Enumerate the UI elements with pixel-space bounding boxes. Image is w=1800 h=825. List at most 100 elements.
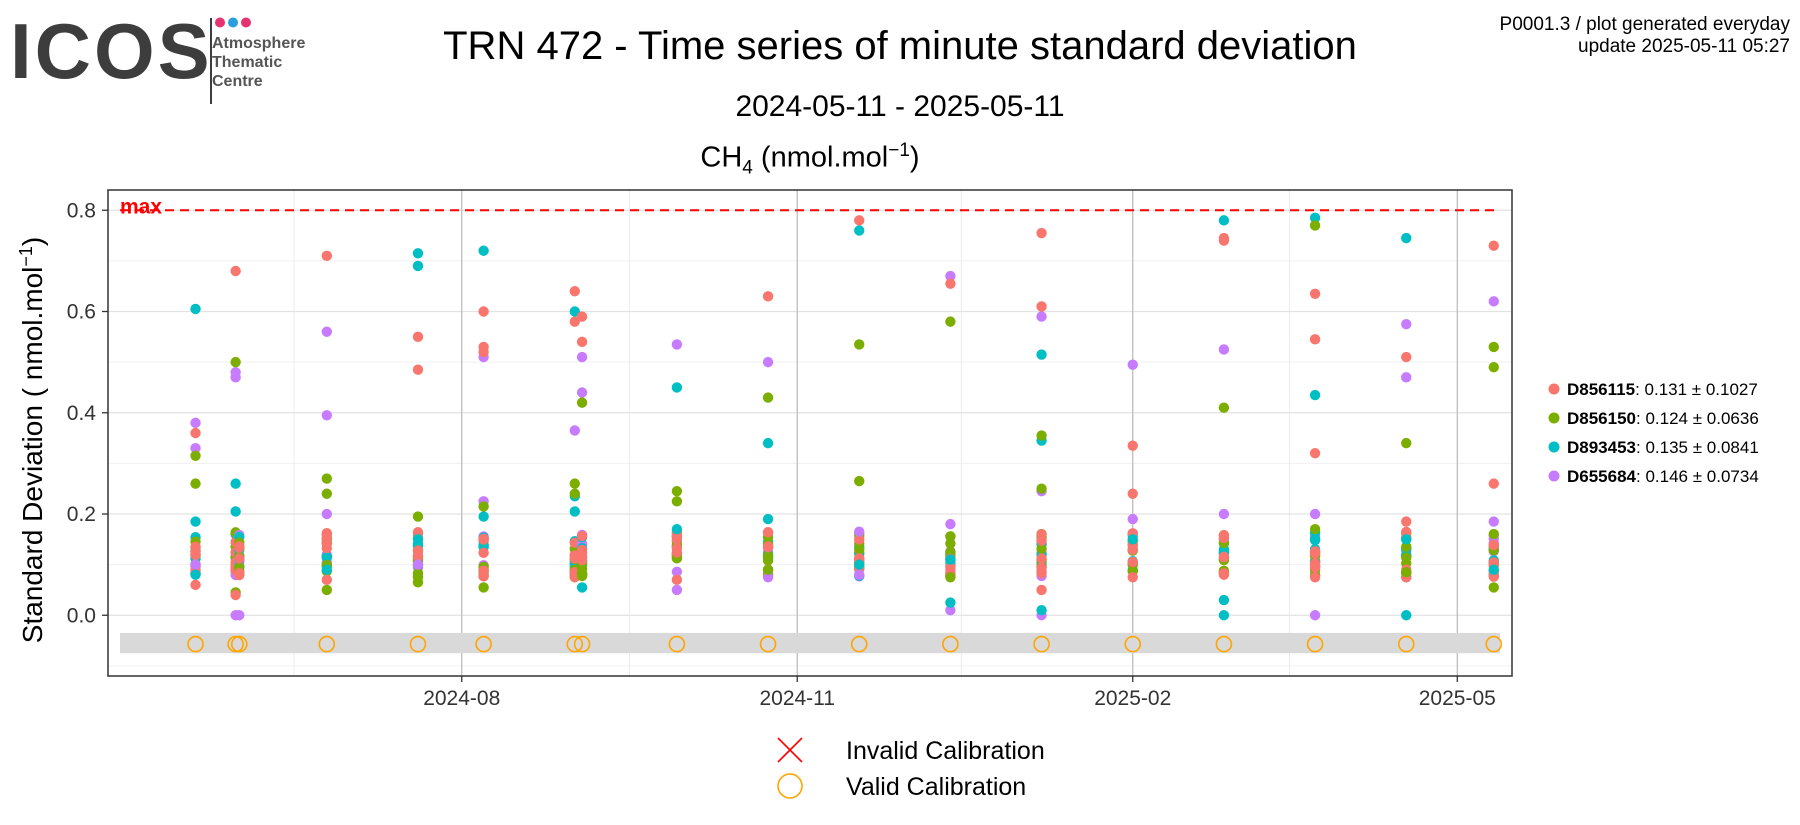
data-point: [1127, 488, 1138, 499]
data-point: [576, 387, 588, 398]
data-point: [321, 473, 333, 484]
data-point: [190, 442, 201, 454]
data-point: [1036, 535, 1047, 546]
data-point: [1036, 430, 1047, 441]
data-point: [945, 531, 956, 542]
valid-calibration-marker: [566, 635, 584, 653]
data-point: [671, 523, 683, 535]
x-tick-label: 2025-02: [1094, 687, 1171, 710]
data-point: [762, 541, 774, 552]
data-point: [412, 568, 424, 579]
data-point: [478, 346, 489, 358]
icos-logo: ICOS Atmosphere Thematic Centre: [0, 0, 320, 110]
data-point: [569, 488, 580, 499]
data-point: [1401, 351, 1412, 363]
data-point: [576, 569, 588, 580]
data-point: [1127, 544, 1138, 555]
data-point: [1401, 534, 1412, 545]
data-point: [1488, 361, 1499, 373]
data-point: [412, 511, 424, 522]
data-point: [569, 306, 580, 317]
valid-calibration-marker: [668, 635, 686, 653]
data-point: [576, 554, 588, 566]
data-point: [321, 326, 333, 337]
chart-title-unit: (nmol.mol: [752, 141, 889, 174]
logo-dot: [215, 17, 225, 28]
chart-title-subscript: 4: [742, 157, 753, 179]
valid-calibration-marker: [1485, 635, 1503, 653]
data-point: [190, 450, 201, 461]
data-point: [762, 564, 774, 575]
data-point: [412, 260, 424, 272]
data-point: [1309, 562, 1321, 573]
data-point: [762, 550, 774, 562]
data-point: [1488, 516, 1499, 527]
date-range-subtitle: 2024-05-11 - 2025-05-11: [735, 90, 1065, 123]
data-point: [1309, 448, 1321, 459]
data-point: [1036, 553, 1047, 564]
data-point: [854, 569, 865, 580]
data-point: [230, 265, 241, 277]
data-point: [190, 559, 201, 570]
logo-line-3: Centre: [212, 73, 263, 90]
data-point: [671, 486, 683, 497]
max-label: max: [120, 195, 162, 218]
data-point: [1036, 349, 1047, 360]
data-point: [1488, 296, 1499, 307]
data-point: [576, 336, 588, 348]
data-point: [1036, 483, 1047, 494]
y-axis-label-end: ): [17, 237, 48, 246]
legend-swatch: [1548, 470, 1560, 482]
data-point: [321, 488, 333, 499]
data-point: [569, 286, 580, 297]
logo-subtitle: Atmosphere Thematic Centre: [212, 34, 305, 91]
valid-calibration-marker: [475, 635, 492, 653]
data-point: [945, 538, 956, 549]
invalid-calibration-icon: [777, 737, 803, 763]
plot-meta-info: P0001.3 / plot generated everyday update…: [1500, 14, 1790, 58]
legend-series-name: D655684: [1567, 467, 1637, 486]
data-point: [854, 526, 865, 537]
data-point: [1309, 389, 1321, 401]
data-point: [321, 508, 333, 520]
data-point: [230, 356, 241, 368]
data-point: [190, 569, 201, 580]
data-point: [1401, 567, 1412, 578]
legend-series-stats: : 0.146 ± 0.0734: [1636, 467, 1759, 486]
data-point: [576, 397, 588, 408]
data-point: [230, 372, 241, 383]
data-point: [671, 496, 683, 507]
data-point: [762, 526, 774, 538]
data-point: [854, 534, 865, 545]
y-axis-label: Standard Deviation ( nmol.mol−1): [16, 237, 48, 643]
y-tick-label: 0.0: [67, 604, 96, 627]
legend-entry: D655684: 0.146 ± 0.0734: [1567, 467, 1759, 486]
data-point: [1309, 610, 1321, 621]
legend-series-name: D856150: [1567, 409, 1636, 428]
calibration-band-rect: [120, 632, 1500, 654]
meta-line-2: update 2025-05-11 05:27: [1578, 36, 1790, 57]
y-axis-label-sup: −1: [16, 246, 36, 267]
data-point: [1036, 604, 1047, 616]
data-point: [671, 543, 683, 554]
data-point: [190, 303, 201, 315]
legend-series-stats: : 0.124 ± 0.0636: [1636, 409, 1759, 428]
data-point: [321, 574, 333, 586]
data-point: [1218, 532, 1230, 544]
valid-calibration-marker: [318, 635, 336, 653]
data-point: [1488, 528, 1499, 540]
data-point: [190, 516, 201, 527]
data-point: [190, 427, 201, 439]
data-point: [1401, 552, 1412, 563]
data-point: [1218, 344, 1230, 355]
logo-dot: [241, 17, 251, 28]
logo-separator: [210, 18, 212, 104]
data-point: [1036, 227, 1047, 239]
data-point: [478, 565, 489, 576]
data-point: [1218, 508, 1230, 520]
data-point: [190, 579, 201, 591]
data-point: [234, 542, 245, 554]
legend-series-name: D893453: [1567, 438, 1636, 457]
chart-title: CH4 (nmol.mol−1): [0, 140, 1620, 179]
legend-entry: D893453: 0.135 ± 0.0841: [1567, 438, 1759, 457]
